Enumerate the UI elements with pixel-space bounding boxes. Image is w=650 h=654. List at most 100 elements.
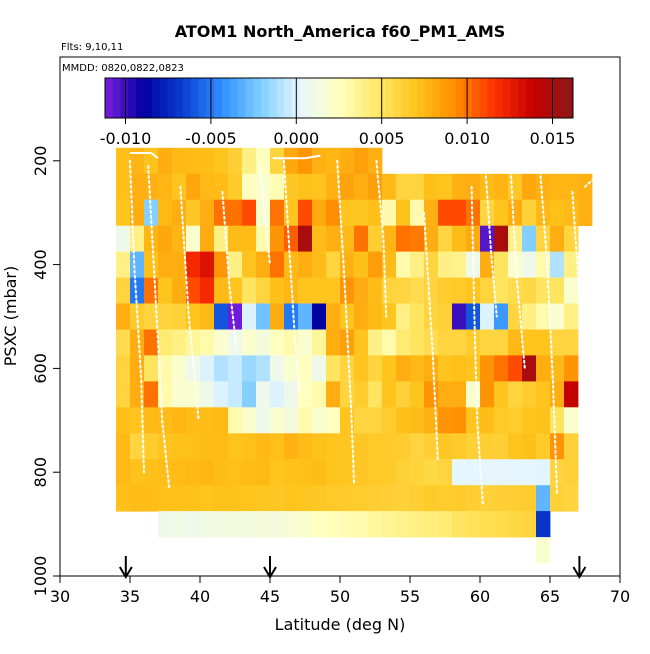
heatmap-cell — [536, 251, 551, 278]
heatmap-cell — [438, 407, 453, 434]
heatmap-cell — [144, 303, 159, 330]
heatmap-cell — [382, 225, 397, 252]
heatmap-cell — [214, 199, 229, 226]
arrow-head — [572, 566, 587, 579]
heatmap-cell — [200, 511, 215, 538]
heatmap-cell — [522, 277, 537, 304]
heatmap-cell — [298, 329, 313, 356]
heatmap-cell — [172, 173, 187, 201]
heatmap-cell — [242, 355, 257, 382]
heatmap-cell — [214, 485, 229, 512]
heatmap-cell — [536, 459, 551, 486]
colorbar-segment — [237, 78, 246, 118]
heatmap-cell — [536, 381, 551, 408]
heatmap-cell — [564, 485, 579, 512]
heatmap-cell — [158, 303, 173, 330]
heatmap-cell — [340, 199, 355, 226]
heatmap-cell — [494, 173, 509, 201]
heatmap-cell — [508, 251, 523, 278]
heatmap-cell — [424, 225, 439, 252]
heatmap-cell — [452, 459, 467, 486]
heatmap-cell — [270, 433, 285, 460]
x-tick-label: 50 — [330, 587, 350, 606]
heatmap-cell — [522, 485, 537, 512]
heatmap-cell — [326, 173, 341, 201]
heatmap-cell — [564, 381, 579, 408]
heatmap-cell — [214, 147, 229, 175]
heatmap-cell — [494, 381, 509, 408]
heatmap-cell — [466, 459, 481, 486]
heatmap-cell — [298, 147, 313, 175]
heatmap-cell — [438, 329, 453, 356]
heatmap-cell — [494, 277, 509, 304]
heatmap-cell — [494, 303, 509, 330]
heatmap-cell — [242, 511, 257, 538]
heatmap-cell — [298, 251, 313, 278]
heatmap-cell — [452, 485, 467, 512]
heatmap-cell — [550, 199, 565, 226]
heatmap-cell — [116, 459, 131, 486]
heatmap-cell — [466, 355, 481, 382]
heatmap-cell — [494, 459, 509, 486]
colorbar-segment — [549, 78, 558, 118]
heatmap-cell — [424, 459, 439, 486]
heatmap-cell — [382, 381, 397, 408]
heatmap-cell — [130, 329, 145, 356]
heatmap-cell — [228, 433, 243, 460]
heatmap-cell — [550, 303, 565, 330]
heatmap-cell — [438, 173, 453, 201]
heatmap-cell — [396, 459, 411, 486]
heatmap-cell — [354, 355, 369, 382]
heatmap-cell — [144, 485, 159, 512]
heatmap-cell — [200, 485, 215, 512]
heatmap-cell — [214, 459, 229, 486]
heatmap-cell — [200, 251, 215, 278]
heatmap-cell — [214, 303, 229, 330]
heatmap-cell — [480, 355, 495, 382]
heatmap-cell — [368, 329, 383, 356]
heatmap-cell — [466, 407, 481, 434]
colorbar-segment — [557, 78, 566, 118]
colorbar-segment — [456, 78, 465, 118]
heatmap-cell — [354, 433, 369, 460]
heatmap-cell — [438, 251, 453, 278]
heatmap-cell — [228, 199, 243, 226]
heatmap-cell — [214, 381, 229, 408]
heatmap-cell — [130, 459, 145, 486]
heatmap-cell — [242, 147, 257, 175]
heatmap-cell — [312, 511, 327, 538]
colorbar-segment — [315, 78, 324, 118]
heatmap-cell — [466, 511, 481, 538]
heatmap-cell — [242, 225, 257, 252]
heatmap-cell — [242, 303, 257, 330]
heatmap-cell — [228, 251, 243, 278]
flight-track-line — [423, 211, 439, 463]
colorbar-segment — [440, 78, 449, 118]
heatmap-cell — [242, 407, 257, 434]
heatmap-cell — [228, 407, 243, 434]
heatmap-cell — [550, 277, 565, 304]
x-tick-label: 55 — [400, 587, 420, 606]
heatmap-cell — [326, 199, 341, 226]
heatmap-cell — [256, 381, 271, 408]
heatmap-cell — [410, 277, 425, 304]
heatmap-cell — [298, 407, 313, 434]
heatmap-cell — [522, 355, 537, 382]
heatmap-cell — [508, 355, 523, 382]
heatmap-cell — [466, 173, 481, 201]
heatmap-cell — [368, 459, 383, 486]
heatmap-cell — [466, 199, 481, 226]
heatmap-cell — [396, 355, 411, 382]
heatmap-cell — [354, 251, 369, 278]
heatmap-cell — [200, 147, 215, 175]
heatmap-cell — [172, 355, 187, 382]
colorbar-segment — [144, 78, 153, 118]
heatmap-cell — [564, 303, 579, 330]
heatmap-cell — [354, 147, 369, 175]
heatmap-cell — [256, 355, 271, 382]
heatmap-cell — [284, 381, 299, 408]
heatmap-cell — [158, 251, 173, 278]
colorbar-segment — [393, 78, 402, 118]
heatmap-cell — [410, 225, 425, 252]
